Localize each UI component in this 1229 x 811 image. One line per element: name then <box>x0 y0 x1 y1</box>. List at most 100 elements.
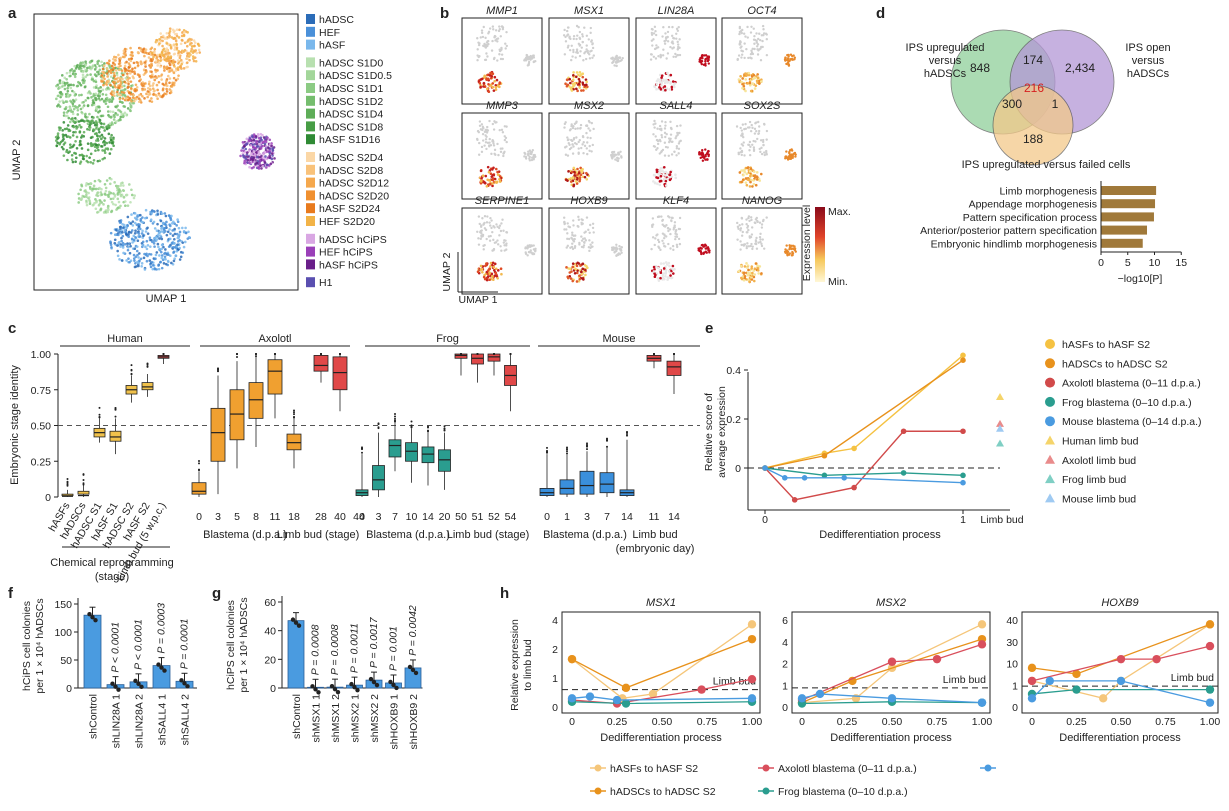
feature-cell <box>577 215 580 219</box>
feature-cell <box>571 231 574 234</box>
feature-cell <box>677 227 681 231</box>
umap-cell <box>178 238 181 242</box>
umap-cell <box>74 116 77 120</box>
feature-cell <box>575 264 579 268</box>
umap-cell <box>174 254 178 258</box>
umap-cell <box>128 260 131 264</box>
legend-label: HEF <box>319 27 340 39</box>
feature-cell <box>670 85 674 89</box>
feature-cell <box>700 60 704 63</box>
umap-cell <box>101 114 105 118</box>
replicate-dot <box>355 687 360 693</box>
series-point <box>762 465 768 471</box>
umap-cell <box>144 65 147 68</box>
tick-label: 0.25 <box>607 716 628 728</box>
feature-cell <box>591 226 595 230</box>
feature-points <box>476 215 537 282</box>
umap-cell <box>112 118 116 121</box>
feature-cell <box>667 261 671 265</box>
go-bar <box>1101 186 1157 195</box>
feature-cell <box>493 262 497 266</box>
outlier <box>443 427 446 430</box>
umap-cell <box>146 244 150 247</box>
umap-cell <box>131 241 134 244</box>
legend-label: hADSC S2D8 <box>319 165 383 177</box>
feature-cell <box>666 30 670 34</box>
legend-swatch <box>306 190 315 201</box>
legend-label: hADSC S1D2 <box>319 96 383 108</box>
panel-letter-f: f <box>8 585 14 602</box>
umap-cell <box>99 86 102 89</box>
umap-cell <box>76 106 80 109</box>
feature-cell <box>655 87 658 91</box>
umap-cell <box>186 57 189 61</box>
feature-cell <box>666 215 670 218</box>
feature-cell <box>485 147 488 151</box>
feature-cell <box>562 34 566 37</box>
feature-cell <box>494 35 497 38</box>
feature-cell <box>487 170 491 174</box>
replicate-dot <box>410 667 416 673</box>
h-point <box>621 683 631 693</box>
umap-cell <box>134 236 137 239</box>
umap-cell <box>97 72 100 76</box>
feature-cell <box>752 139 755 143</box>
feature-cell <box>672 37 676 40</box>
umap-cell <box>169 91 173 94</box>
umap-cell <box>129 72 132 75</box>
feature-cell <box>494 88 498 91</box>
feature-cell <box>657 279 661 282</box>
umap-cell <box>95 84 98 87</box>
feature-cell <box>620 251 623 254</box>
series-point <box>960 357 966 364</box>
umap-cell <box>153 78 157 82</box>
feature-cell <box>664 145 668 149</box>
feature-cell <box>618 245 621 248</box>
replicate-dot <box>329 683 335 689</box>
feature-cell <box>580 218 583 221</box>
feature-cell <box>584 239 588 242</box>
umap-cell <box>161 82 165 86</box>
feature-cell <box>662 267 666 270</box>
feature-cell <box>740 153 743 157</box>
feature-cell <box>675 243 679 247</box>
feature-cell <box>750 25 753 28</box>
feature-cell <box>486 55 489 58</box>
feature-cell <box>673 150 676 154</box>
umap-cell <box>110 200 114 204</box>
feature-cell <box>481 270 484 274</box>
umap-cell <box>81 106 85 109</box>
feature-cell <box>571 247 575 251</box>
tick-label: 52 <box>488 511 500 523</box>
feature-cell <box>664 39 668 42</box>
feature-cell <box>659 271 663 275</box>
feature-cell <box>740 276 743 280</box>
feature-cell <box>743 170 747 174</box>
feature-cell <box>652 265 656 269</box>
legend-label: hADSC S2D20 <box>319 190 389 202</box>
h-point <box>747 694 757 703</box>
feature-cell <box>577 25 580 29</box>
feature-cell <box>761 219 765 223</box>
venn-label-2: hADSCs <box>1127 68 1170 80</box>
umap-cell <box>159 219 163 223</box>
umap-cell <box>70 67 74 71</box>
outlier <box>339 353 341 355</box>
feature-cell <box>565 266 568 269</box>
umap-cell <box>252 156 256 159</box>
umap-cell <box>156 209 159 213</box>
feature-cell <box>741 123 745 126</box>
feature-cell <box>563 146 567 149</box>
feature-cell <box>483 144 486 147</box>
feature-cell <box>745 218 748 221</box>
feature-cell <box>477 153 481 156</box>
umap-cell <box>160 256 164 260</box>
umap-cell <box>103 141 107 144</box>
umap-cell <box>168 81 171 85</box>
mouse-box <box>666 360 682 376</box>
umap-cell <box>62 147 65 151</box>
feature-cell <box>743 265 747 268</box>
tick-label: 10 <box>1149 257 1161 269</box>
umap-cell <box>125 233 128 236</box>
legend-swatch <box>306 121 315 132</box>
